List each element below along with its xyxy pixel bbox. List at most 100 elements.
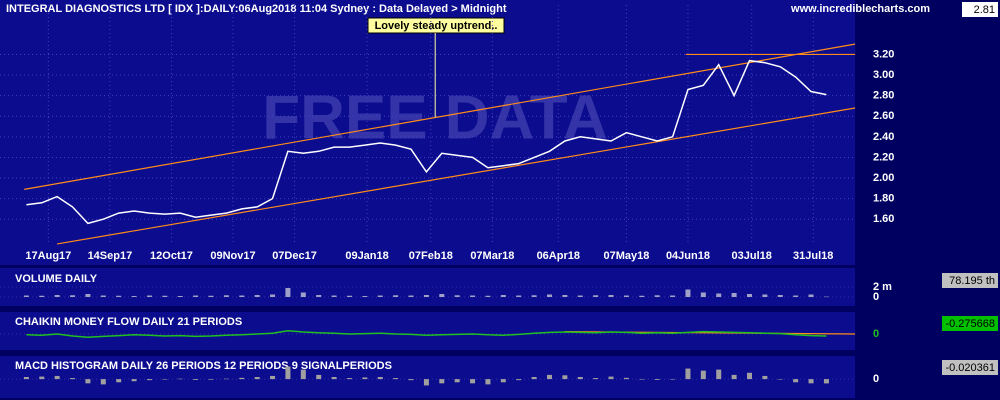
bar	[239, 377, 245, 380]
bar	[716, 293, 722, 297]
bar	[485, 379, 491, 385]
bar	[285, 366, 291, 380]
bar	[70, 295, 76, 297]
bar	[746, 294, 752, 297]
bar	[808, 294, 814, 297]
bar	[239, 295, 245, 297]
bar	[346, 378, 352, 380]
bar	[54, 375, 60, 380]
bar	[670, 379, 676, 380]
bar	[331, 377, 337, 380]
macd-badge	[942, 360, 998, 375]
bar	[177, 296, 183, 297]
y-tick-label: 2.40	[873, 131, 894, 143]
bar	[577, 377, 583, 380]
bar	[23, 377, 29, 380]
bar	[423, 295, 429, 297]
bar	[700, 292, 706, 297]
bar	[685, 289, 691, 297]
bar	[823, 296, 829, 298]
cmf-panel	[0, 312, 855, 350]
trendline	[57, 107, 856, 245]
bar	[500, 295, 506, 297]
volume-badge	[942, 273, 998, 288]
x-tick-label: 03Jul18	[732, 250, 772, 262]
bar	[623, 295, 629, 297]
bar	[223, 378, 229, 380]
bar	[546, 374, 552, 380]
bar	[470, 295, 476, 297]
y-tick-label: 2.80	[873, 90, 894, 102]
bar	[670, 295, 676, 297]
bar	[746, 372, 752, 380]
bar	[85, 294, 91, 297]
x-tick-label: 06Apr18	[537, 250, 580, 262]
price-badge	[962, 2, 998, 17]
bar	[331, 295, 337, 297]
panel-title: VOLUME DAILY	[15, 273, 98, 285]
x-tick-label: 17Aug17	[25, 250, 71, 262]
bar	[146, 379, 152, 381]
bar	[300, 292, 306, 297]
bar	[562, 375, 568, 380]
bar	[454, 295, 460, 297]
bar	[762, 375, 768, 380]
bar	[516, 379, 522, 381]
bar	[408, 295, 414, 297]
y-tick-label: 0	[873, 291, 879, 303]
bar	[285, 288, 291, 297]
bar	[454, 379, 460, 383]
bar	[639, 295, 645, 297]
y-tick-label: 2.00	[873, 172, 894, 184]
bar	[654, 379, 660, 380]
bar	[377, 295, 383, 297]
x-tick-label: 07Dec17	[272, 250, 317, 262]
bar	[193, 295, 199, 297]
bar	[408, 379, 414, 381]
bar	[254, 377, 260, 380]
bar	[516, 295, 522, 297]
bar	[470, 379, 476, 384]
x-tick-label: 12Oct17	[150, 250, 193, 262]
x-tick-label: 09Jan18	[345, 250, 388, 262]
bar	[23, 295, 29, 297]
series-line	[26, 330, 827, 338]
y-tick-label: 1.60	[873, 213, 894, 225]
bar	[362, 377, 368, 380]
bar	[423, 379, 429, 386]
bar	[162, 295, 168, 297]
bar	[300, 369, 306, 380]
bar	[316, 295, 322, 297]
bar	[716, 369, 722, 380]
y-tick-label: 2.20	[873, 151, 894, 163]
bar	[500, 379, 506, 383]
bar	[70, 378, 76, 380]
y-tick-label: 2.60	[873, 110, 894, 122]
macd-last: -0.020361	[945, 362, 995, 374]
bar	[777, 295, 783, 297]
bar	[346, 295, 352, 297]
bar	[439, 294, 445, 297]
x-tick-label: 14Sep17	[88, 250, 133, 262]
bar	[562, 295, 568, 297]
bar	[393, 295, 399, 297]
bar	[223, 295, 229, 297]
bar	[608, 376, 614, 380]
bar	[531, 377, 537, 380]
panel-title: MACD HISTOGRAM DAILY 26 PERIODS 12 PERIO…	[15, 360, 392, 372]
bar	[208, 295, 214, 297]
bar	[793, 379, 799, 383]
bar	[100, 295, 106, 297]
bar	[270, 375, 276, 380]
x-tick-label: 09Nov17	[210, 250, 255, 262]
y-tick-label: 3.20	[873, 48, 894, 60]
bar	[39, 376, 45, 380]
cmf-badge	[942, 316, 998, 331]
bar	[131, 296, 137, 297]
series-line	[26, 59, 827, 225]
bar	[593, 295, 599, 297]
bar	[731, 293, 737, 297]
y-tick-label: 0	[873, 328, 879, 340]
bar	[639, 379, 645, 380]
